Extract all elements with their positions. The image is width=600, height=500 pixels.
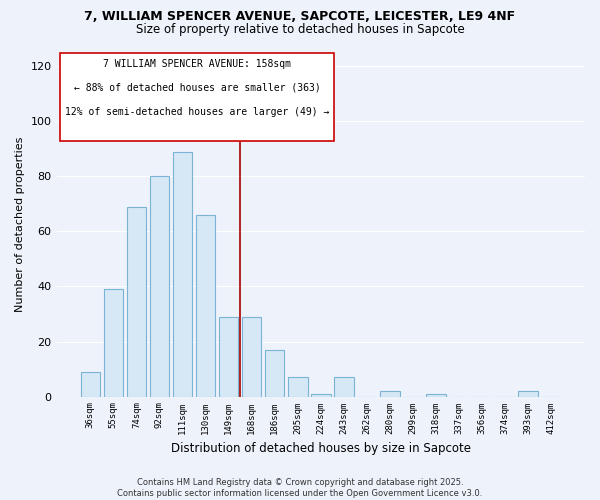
Bar [127, 206, 146, 396]
Bar [242, 316, 262, 396]
Bar [149, 176, 169, 396]
Text: 7, WILLIAM SPENCER AVENUE, SAPCOTE, LEICESTER, LE9 4NF: 7, WILLIAM SPENCER AVENUE, SAPCOTE, LEIC… [85, 10, 515, 23]
Text: ← 88% of detached houses are smaller (363): ← 88% of detached houses are smaller (36… [74, 83, 320, 93]
Bar [173, 152, 193, 396]
Text: Contains HM Land Registry data © Crown copyright and database right 2025.
Contai: Contains HM Land Registry data © Crown c… [118, 478, 482, 498]
Bar [334, 378, 353, 396]
Bar [265, 350, 284, 397]
Bar [311, 394, 331, 396]
Text: Size of property relative to detached houses in Sapcote: Size of property relative to detached ho… [136, 22, 464, 36]
Bar [288, 378, 308, 396]
Bar [426, 394, 446, 396]
Bar [104, 289, 123, 397]
Y-axis label: Number of detached properties: Number of detached properties [15, 137, 25, 312]
Text: 12% of semi-detached houses are larger (49) →: 12% of semi-detached houses are larger (… [65, 106, 329, 117]
Bar [219, 316, 238, 396]
Bar [518, 391, 538, 396]
Bar [80, 372, 100, 396]
Bar [380, 391, 400, 396]
Bar [196, 215, 215, 396]
X-axis label: Distribution of detached houses by size in Sapcote: Distribution of detached houses by size … [171, 442, 471, 455]
Text: 7 WILLIAM SPENCER AVENUE: 158sqm: 7 WILLIAM SPENCER AVENUE: 158sqm [103, 59, 291, 69]
